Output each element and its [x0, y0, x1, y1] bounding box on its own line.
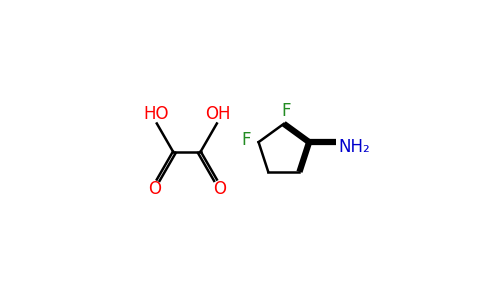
Text: HO: HO: [143, 105, 168, 123]
Text: OH: OH: [205, 105, 231, 123]
Text: NH₂: NH₂: [338, 138, 370, 156]
Text: F: F: [241, 131, 251, 149]
Text: F: F: [281, 102, 291, 120]
Text: O: O: [212, 180, 226, 198]
Text: O: O: [148, 180, 161, 198]
